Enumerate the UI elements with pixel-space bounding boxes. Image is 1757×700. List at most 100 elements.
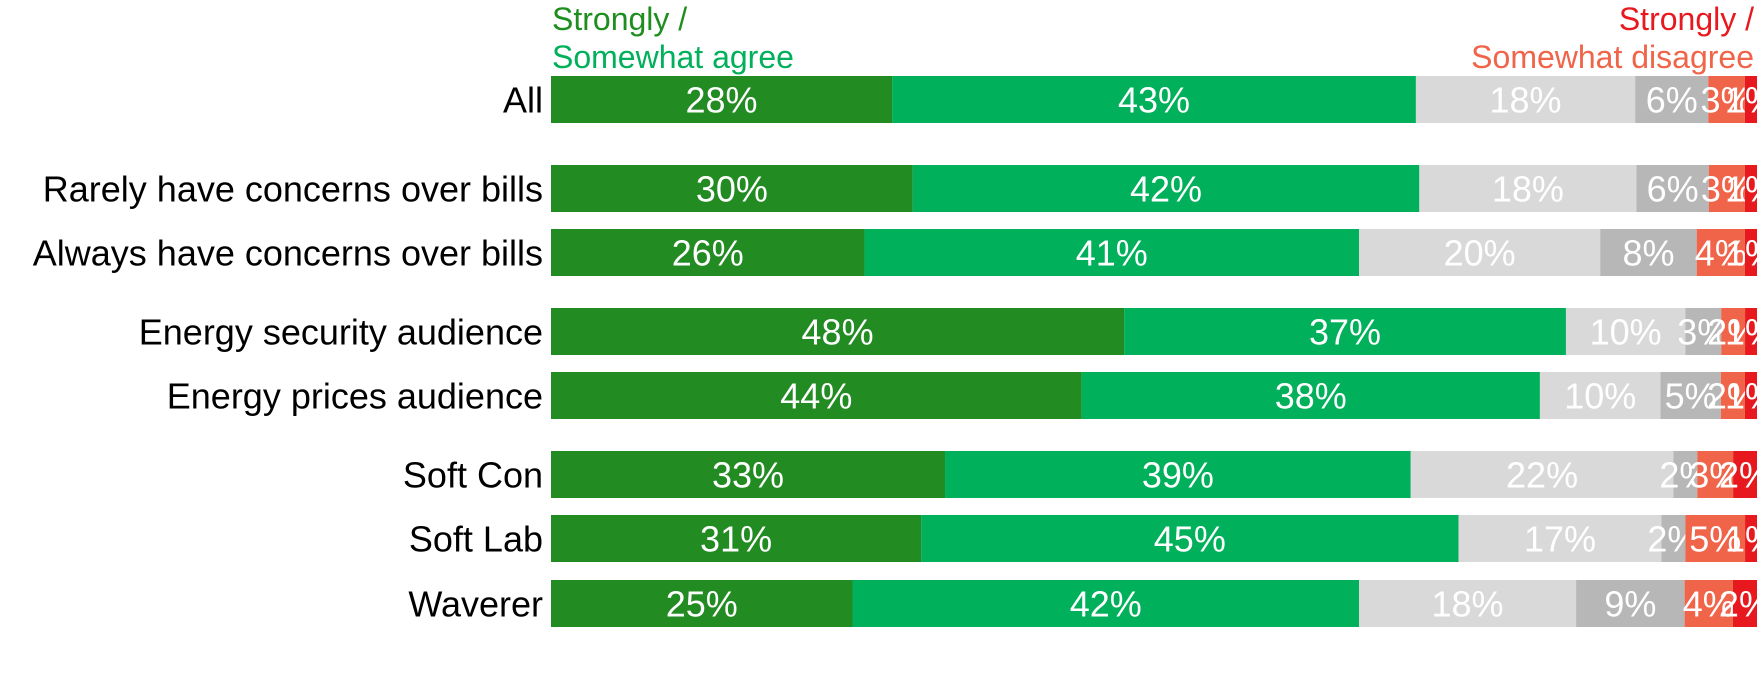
- bar-segment: [1685, 308, 1722, 355]
- row-label: Energy security audience: [139, 312, 543, 353]
- bar-segment: [1708, 165, 1745, 212]
- bar-segment: [551, 515, 922, 562]
- bar-segment: [1124, 308, 1566, 355]
- bar-value-label: 42%: [1130, 169, 1202, 210]
- bar-value-label: 20%: [1444, 233, 1516, 274]
- bar-value-label: 5%: [1689, 519, 1741, 560]
- bar-value-label: 18%: [1432, 584, 1504, 625]
- bar-segment: [1720, 372, 1745, 419]
- bar-segment: [1410, 451, 1674, 498]
- bar-segment: [852, 580, 1360, 627]
- bar-segment: [1673, 451, 1698, 498]
- bar-segment: [1359, 229, 1601, 276]
- bar-segment: [1660, 372, 1721, 419]
- bar-value-label: 6%: [1646, 80, 1698, 121]
- legend-agree-line2: Somewhat agree: [552, 39, 794, 75]
- bar-segment: [1697, 451, 1734, 498]
- bar-segment: [551, 76, 893, 123]
- row-label: Rarely have concerns over bills: [43, 169, 543, 210]
- bar-value-label: 4%: [1683, 584, 1735, 625]
- bar-segment: [945, 451, 1411, 498]
- bar-segment: [1708, 76, 1745, 123]
- bar-segment: [1744, 165, 1757, 212]
- bar-segment: [551, 229, 865, 276]
- bar-value-label: 33%: [712, 455, 784, 496]
- bar-segment: [912, 165, 1420, 212]
- bar-segment: [1419, 165, 1637, 212]
- bar-value-label: 41%: [1076, 233, 1148, 274]
- bar-value-label: 44%: [780, 376, 852, 417]
- bar-value-label: 1%: [1725, 80, 1757, 121]
- bar-segment: [1696, 229, 1745, 276]
- bar-value-label: 9%: [1604, 584, 1656, 625]
- bar-segment: [1661, 515, 1686, 562]
- bar-segment: [1721, 308, 1746, 355]
- legend-disagree-line1: Strongly /: [1619, 1, 1754, 37]
- bar-value-label: 8%: [1622, 233, 1674, 274]
- bar-value-label: 18%: [1492, 169, 1564, 210]
- bar-segment: [1458, 515, 1662, 562]
- legend-disagree-line2: Somewhat disagree: [1471, 39, 1754, 75]
- row-label: Energy prices audience: [167, 376, 543, 417]
- bar-value-label: 1%: [1725, 376, 1757, 417]
- bar-segment: [551, 308, 1125, 355]
- bar-value-label: 2%: [1719, 584, 1757, 625]
- bar-value-label: 3%: [1701, 169, 1753, 210]
- bar-segment: [864, 229, 1360, 276]
- bar-value-label: 18%: [1490, 80, 1562, 121]
- bar-segment: [1684, 580, 1733, 627]
- bar-segment: [1685, 515, 1746, 562]
- bar-value-label: 6%: [1647, 169, 1699, 210]
- bar-value-label: 39%: [1142, 455, 1214, 496]
- bar-segment: [1745, 515, 1757, 562]
- bar-value-label: 1%: [1725, 169, 1757, 210]
- bar-value-label: 25%: [666, 584, 738, 625]
- bar-segment: [1744, 76, 1757, 123]
- bar-value-label: 48%: [802, 312, 874, 353]
- bar-segment: [1744, 372, 1757, 419]
- bar-segment: [1081, 372, 1540, 419]
- bar-value-label: 17%: [1524, 519, 1596, 560]
- bar-value-label: 1%: [1725, 312, 1757, 353]
- bar-value-label: 1%: [1725, 233, 1757, 274]
- bar-value-label: 31%: [700, 519, 772, 560]
- bar-value-label: 4%: [1695, 233, 1747, 274]
- bar-segment: [1565, 308, 1686, 355]
- bar-segment: [1576, 580, 1685, 627]
- bar-segment: [1539, 372, 1661, 419]
- bar-segment: [1636, 165, 1709, 212]
- bar-value-label: 10%: [1564, 376, 1636, 417]
- bar-segment: [551, 165, 913, 212]
- legend: Strongly / Somewhat agree Strongly / Som…: [552, 1, 1754, 75]
- bar-value-label: 3%: [1689, 455, 1741, 496]
- bar-segment: [921, 515, 1459, 562]
- bar-segment: [1745, 308, 1757, 355]
- bar-segment: [1635, 76, 1709, 123]
- bar-segment: [1600, 229, 1697, 276]
- bar-value-label: 2%: [1719, 455, 1757, 496]
- bar-value-label: 45%: [1154, 519, 1226, 560]
- row-label: Soft Lab: [409, 519, 543, 560]
- bar-value-label: 37%: [1309, 312, 1381, 353]
- bar-segment: [551, 372, 1082, 419]
- bar-value-label: 10%: [1590, 312, 1662, 353]
- row-label: All: [503, 80, 543, 121]
- bar-segment: [551, 580, 853, 627]
- bar-segment: [551, 451, 946, 498]
- legend-agree-line1: Strongly /: [552, 1, 687, 37]
- bar-value-label: 3%: [1701, 80, 1753, 121]
- bar-value-label: 38%: [1275, 376, 1347, 417]
- bar-segment: [1359, 580, 1577, 627]
- bar-segment: [1733, 451, 1757, 498]
- bar-segment: [1415, 76, 1636, 123]
- bar-segment: [892, 76, 1416, 123]
- bar-value-label: 30%: [696, 169, 768, 210]
- bar-value-label: 1%: [1725, 519, 1757, 560]
- row-label: Waverer: [408, 584, 543, 625]
- bar-value-label: 43%: [1118, 80, 1190, 121]
- bar-value-label: 26%: [672, 233, 744, 274]
- bar-value-label: 3%: [1677, 312, 1729, 353]
- bar-value-label: 22%: [1506, 455, 1578, 496]
